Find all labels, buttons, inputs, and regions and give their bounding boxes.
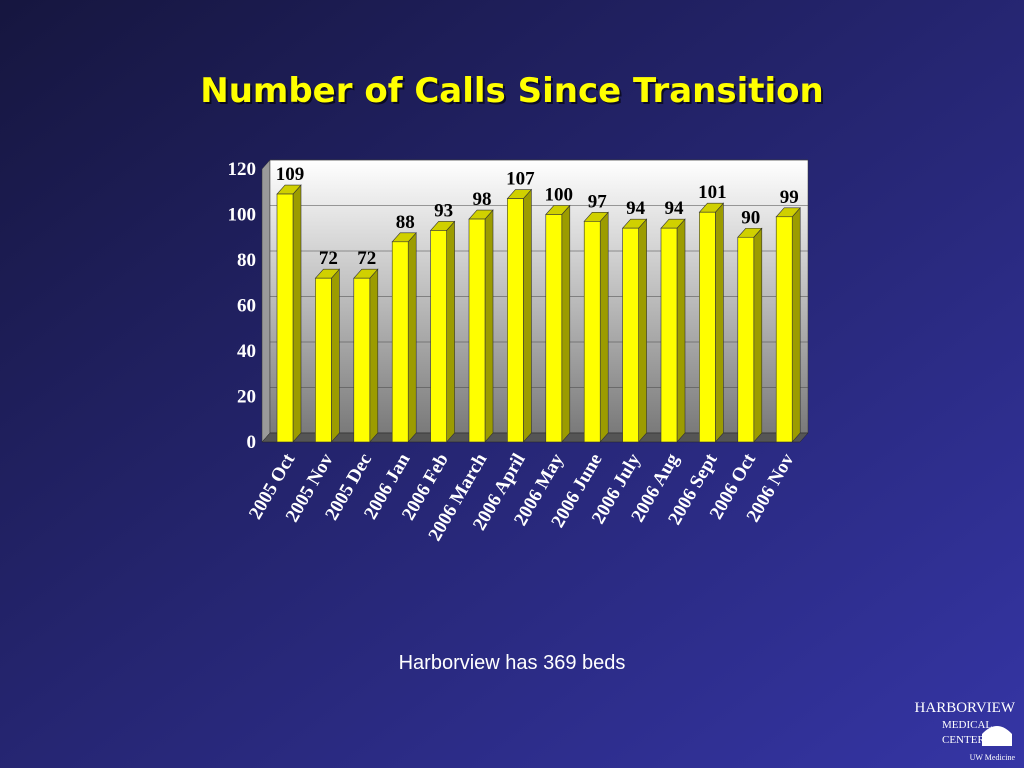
bar <box>545 214 563 443</box>
y-tick-label: 100 <box>228 205 257 226</box>
bar <box>507 198 524 443</box>
y-tick-label: 40 <box>237 341 256 362</box>
bar <box>468 218 486 443</box>
y-tick-label: 60 <box>237 296 256 317</box>
bar <box>660 227 678 443</box>
logo-line: HARBORVIEW <box>915 700 1016 716</box>
bar-side <box>292 184 302 443</box>
chart-title: Number of Calls Since Transition <box>200 71 824 111</box>
y-tick-label: 0 <box>247 432 257 453</box>
bar <box>276 193 294 443</box>
bar <box>353 277 371 443</box>
data-label: 72 <box>319 248 338 269</box>
side-wall <box>261 159 271 443</box>
data-label: 101 <box>698 182 727 203</box>
data-label: 72 <box>357 248 376 269</box>
floor <box>261 432 809 443</box>
data-label: 97 <box>588 191 608 212</box>
bar-side <box>599 211 609 443</box>
bar-side <box>561 204 571 443</box>
data-label: 88 <box>396 212 415 233</box>
bar-side <box>715 202 724 443</box>
title-shadow: Number of Calls Since Transition <box>202 73 826 113</box>
bar-side <box>331 268 340 443</box>
bar <box>391 241 409 443</box>
y-tick-label: 80 <box>237 250 256 271</box>
data-label: 98 <box>473 189 492 210</box>
bar-side <box>791 206 801 443</box>
data-label: 94 <box>665 198 685 219</box>
data-label: 107 <box>506 169 535 190</box>
bar <box>622 227 639 443</box>
data-label: 94 <box>626 198 646 219</box>
bar <box>430 230 447 443</box>
bar-side <box>753 227 763 443</box>
data-label: 90 <box>741 207 760 228</box>
bar <box>775 216 793 443</box>
bar-side <box>407 232 417 443</box>
bar <box>699 211 716 443</box>
bar-side <box>369 268 379 443</box>
bar-side <box>484 209 494 443</box>
y-tick-label: 20 <box>237 387 256 408</box>
bar-side <box>676 218 686 443</box>
logo-line: CENTER <box>942 734 985 746</box>
bar <box>315 277 332 443</box>
data-label: 109 <box>276 164 305 185</box>
y-tick-label: 120 <box>228 159 257 180</box>
logo-icon <box>982 726 1012 746</box>
bar-side <box>446 220 455 443</box>
data-label: 93 <box>434 200 453 221</box>
bar-side <box>638 218 647 443</box>
data-label: 99 <box>780 187 799 208</box>
logo-line: UW Medicine <box>970 753 1016 762</box>
annotation: Harborview has 369 beds <box>399 652 626 674</box>
logo-line: MEDICAL <box>942 719 992 731</box>
bar <box>583 221 601 443</box>
bar-side <box>523 188 532 443</box>
bar <box>737 236 755 443</box>
data-label: 100 <box>545 185 574 206</box>
